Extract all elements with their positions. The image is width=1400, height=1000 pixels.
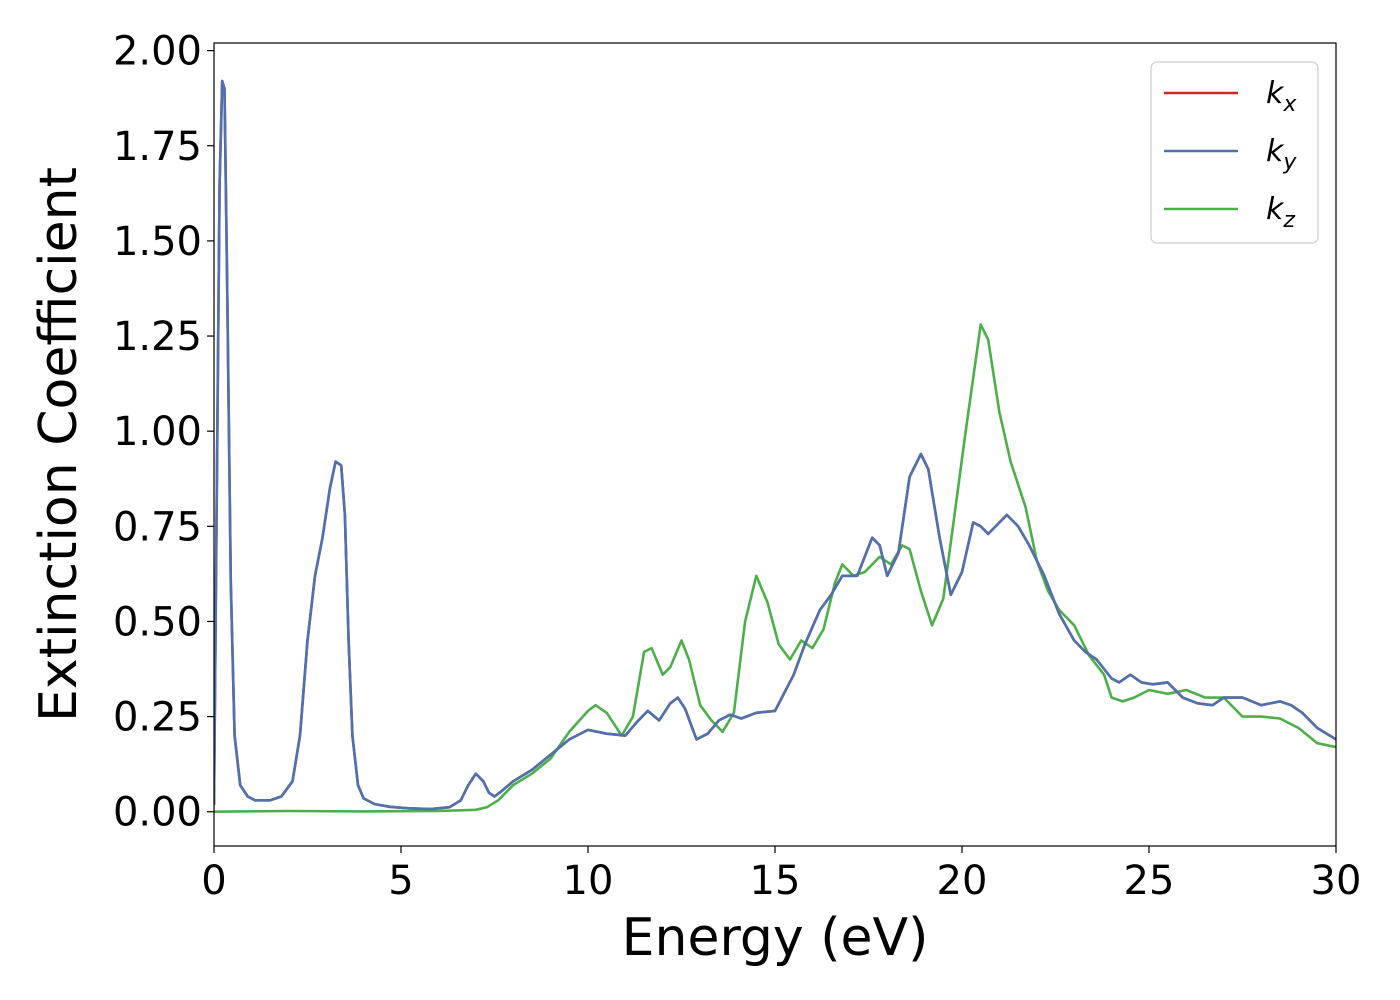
legend-label-main: k [1266, 76, 1285, 111]
y-tick-label: 2.00 [113, 29, 202, 75]
y-tick-label: 0.25 [113, 695, 202, 741]
legend-label-subscript: z [1282, 208, 1295, 233]
legend-label-main: k [1266, 134, 1285, 169]
legend-label-subscript: x [1282, 92, 1297, 117]
x-tick-label: 10 [563, 858, 614, 904]
x-axis-title: Energy (eV) [622, 908, 929, 968]
x-tick-label: 15 [750, 858, 801, 904]
x-tick-label: 0 [201, 858, 226, 904]
legend-box [1150, 61, 1319, 244]
series-layer [214, 79, 1336, 813]
y-axis-title: Extinction Coefficient [29, 167, 89, 722]
legend-label-ky: ky [1266, 134, 1297, 175]
x-tick-label: 30 [1311, 858, 1362, 904]
series-line-ky [214, 79, 1336, 811]
legend-label-subscript: y [1282, 150, 1297, 175]
y-tick-label: 1.00 [113, 409, 202, 455]
legend-label-main: k [1266, 192, 1285, 227]
y-tick-label: 1.25 [113, 314, 202, 360]
y-tick-label: 1.75 [113, 124, 202, 170]
x-tick-label: 20 [937, 858, 988, 904]
y-tick-label: 0.75 [113, 504, 202, 550]
x-axis-ticks: 0 5 10 15 20 25 30 [201, 846, 1361, 904]
y-axis-ticks: 0.00 0.25 0.50 0.75 1.00 1.25 1.50 1.75 2.00 [113, 29, 214, 836]
legend-label-kz: kz [1266, 192, 1295, 233]
y-tick-label: 0.00 [113, 790, 202, 836]
legend-label-kx: kx [1266, 76, 1297, 117]
x-tick-label: 5 [388, 858, 413, 904]
y-tick-label: 1.50 [113, 219, 202, 265]
y-tick-label: 0.50 [113, 599, 202, 645]
x-tick-label: 25 [1124, 858, 1175, 904]
